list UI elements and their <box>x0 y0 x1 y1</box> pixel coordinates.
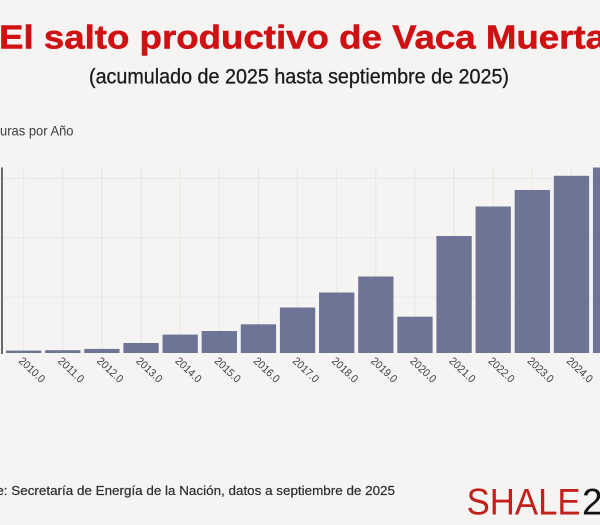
svg-text:Fracturas por Año: Fracturas por Año <box>0 123 74 139</box>
svg-text:El salto productivo de Vaca Mu: El salto productivo de Vaca Muerta <box>0 19 600 56</box>
svg-text:(acumulado de 2025 hasta septi: (acumulado de 2025 hasta septiembre de 2… <box>89 66 509 89</box>
svg-text:SHALE: SHALE <box>467 482 581 520</box>
svg-text:Fuente: Secretaría de Energía: Fuente: Secretaría de Energía de la Naci… <box>0 484 395 498</box>
svg-text:24: 24 <box>582 482 600 520</box>
